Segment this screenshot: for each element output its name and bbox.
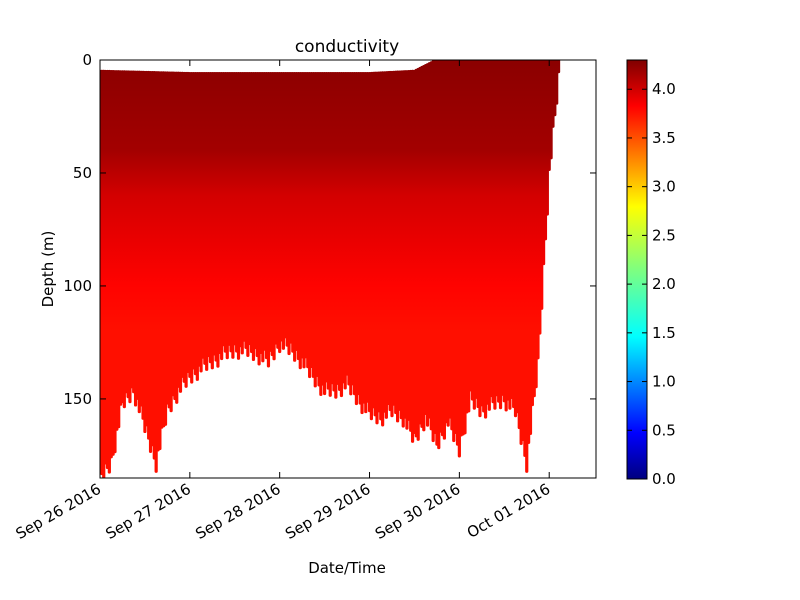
y-tick-label: 150 bbox=[63, 390, 92, 408]
x-tick-label: Sep 28 2016 bbox=[192, 480, 283, 543]
x-tick-label: Sep 27 2016 bbox=[103, 480, 194, 543]
y-axis-label: Depth (m) bbox=[39, 231, 57, 308]
y-tick-label: 50 bbox=[73, 164, 92, 182]
colorbar-gradient bbox=[626, 59, 648, 480]
x-tick-label: Sep 26 2016 bbox=[13, 480, 104, 543]
data-profiles bbox=[100, 60, 561, 478]
y-axis-ticks: 0 50 100 150 bbox=[63, 51, 596, 408]
colorbar-tick-label: 3.5 bbox=[652, 129, 676, 147]
x-tick-label: Oct 01 2016 bbox=[464, 480, 553, 542]
x-tick-label: Sep 29 2016 bbox=[282, 480, 373, 543]
colorbar-tick-label: 1.0 bbox=[652, 373, 676, 391]
colorbar-tick-label: 0.0 bbox=[652, 470, 676, 488]
y-tick-label: 100 bbox=[63, 277, 92, 295]
colorbar-ticks: 0.0 0.5 1.0 1.5 2.0 2.5 3.0 3.5 4.0 bbox=[627, 80, 676, 488]
colorbar-tick-label: 4.0 bbox=[652, 80, 676, 98]
y-tick-label: 0 bbox=[82, 51, 92, 69]
colorbar: 0.0 0.5 1.0 1.5 2.0 2.5 3.0 3.5 4.0 bbox=[626, 59, 676, 488]
x-tick-label: Sep 30 2016 bbox=[372, 480, 463, 543]
x-axis-label: Date/Time bbox=[308, 559, 386, 577]
chart-title: conductivity bbox=[295, 37, 399, 57]
colorbar-tick-label: 3.0 bbox=[652, 178, 676, 196]
colorbar-tick-label: 1.5 bbox=[652, 324, 676, 342]
colorbar-tick-label: 2.5 bbox=[652, 226, 676, 244]
colorbar-tick-label: 0.5 bbox=[652, 421, 676, 439]
plot-frame bbox=[99, 59, 597, 479]
colorbar-tick-label: 2.0 bbox=[652, 275, 676, 293]
